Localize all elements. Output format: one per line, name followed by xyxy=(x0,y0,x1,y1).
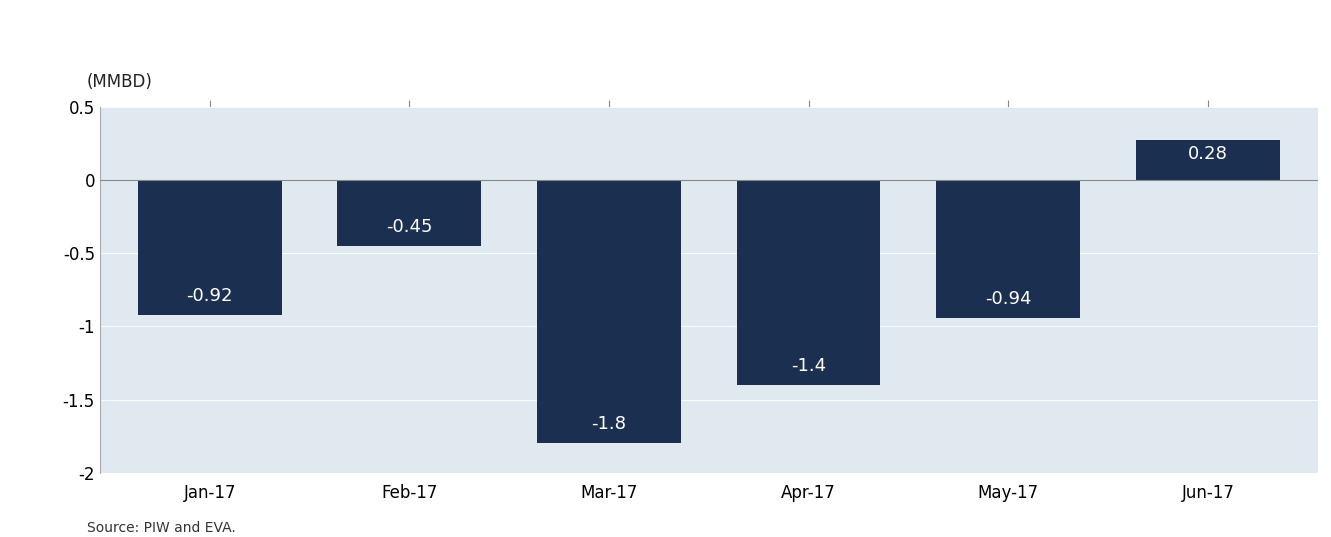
Bar xyxy=(538,180,681,444)
Text: -0.45: -0.45 xyxy=(386,218,433,236)
Text: -1.8: -1.8 xyxy=(591,415,627,433)
Text: EXHIBIT 2: NET CHANGE IN GLOBAL SUPPLY SINCE OCTOBER 2016: EXHIBIT 2: NET CHANGE IN GLOBAL SUPPLY S… xyxy=(13,19,606,34)
Text: -0.92: -0.92 xyxy=(186,287,233,304)
Bar xyxy=(737,180,881,385)
Text: 0.28: 0.28 xyxy=(1189,146,1227,163)
Bar xyxy=(138,180,282,315)
Text: -1.4: -1.4 xyxy=(791,357,827,375)
Bar xyxy=(937,180,1081,318)
Text: (MMBD): (MMBD) xyxy=(87,73,152,91)
Text: -0.94: -0.94 xyxy=(985,289,1032,308)
Text: Source: PIW and EVA.: Source: PIW and EVA. xyxy=(87,521,236,535)
Bar xyxy=(338,180,482,246)
Bar xyxy=(1137,140,1280,180)
